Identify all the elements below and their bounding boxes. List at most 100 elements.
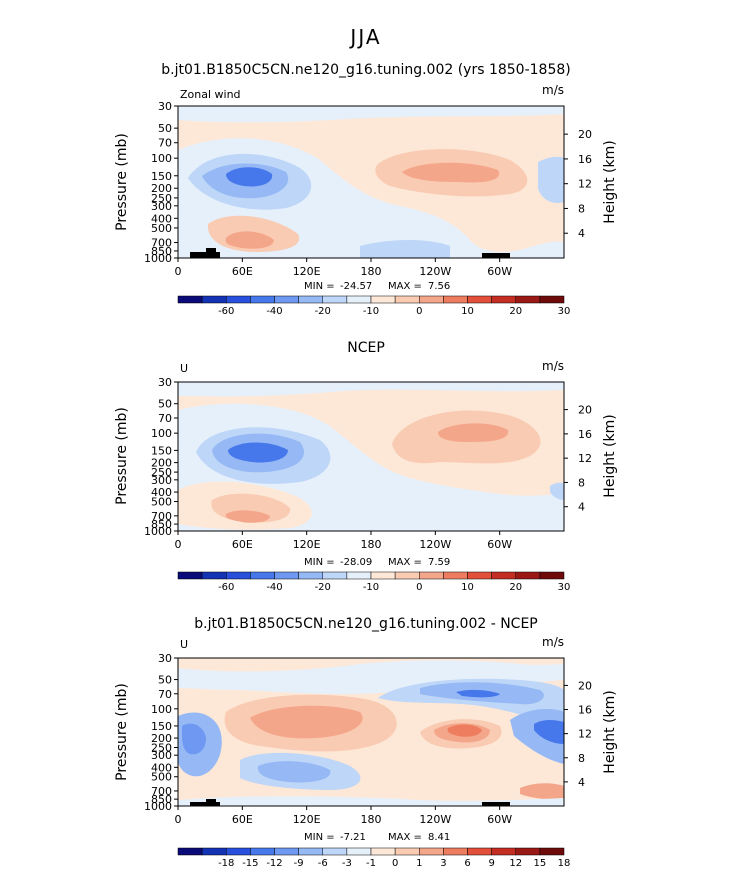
pressure-tick-label: 150 [151,170,172,183]
longitude-tick-label: 180 [361,813,382,826]
colorbar-swatch [491,847,516,856]
colorbar-swatch [201,847,227,856]
topography-asia [190,252,220,258]
height-tick-label: 8 [578,752,585,765]
contour-east-upper-core [456,689,500,698]
colorbar-label: -18 [218,858,234,869]
height-tick-label: 12 [578,178,592,191]
pressure-tick-label: 400 [151,212,172,225]
contour-stratosphere-light-blue [178,106,564,123]
colorbar-swatch [346,295,372,304]
plot-area [177,105,565,259]
contour-stratosphere-light-blue [178,382,564,397]
pressure-tick-label: 30 [158,652,172,665]
pressure-tick-label: 50 [158,122,172,135]
longitude-axis: 0 60E 120E 180 120W 60W [175,531,512,551]
colorbar-label: -40 [266,582,282,593]
colorbar-swatch [443,571,468,580]
contour-jet-core [228,442,288,463]
colorbar-label: 6 [464,858,470,869]
panel-left-label: U [180,638,188,651]
colorbar-label: 15 [534,858,547,869]
longitude-tick-label: 120E [293,538,321,551]
max-label: MAX = [388,281,422,292]
colorbar-swatch [515,847,541,856]
height-tick-label: 16 [578,704,592,717]
colorbar-swatch [226,571,251,580]
pressure-tick-label: 700 [151,785,172,798]
panel-difference: b.jt01.B1850C5CN.ne120_g16.tuning.002 - … [114,616,618,869]
colorbar-swatch [322,571,348,580]
height-tick-label: 4 [578,227,585,240]
colorbar-label: -15 [242,858,258,869]
colorbar-swatch [226,295,251,304]
colorbar-label: -10 [363,306,379,317]
longitude-axis: 0 60E 120E 180 120W 60W [175,258,512,278]
plot-area [177,657,565,807]
longitude-tick-label: 180 [361,538,382,551]
longitude-tick-label: 0 [175,813,182,826]
contour-easterly-orange-core [402,162,500,183]
colorbar-swatch [539,295,565,304]
pressure-tick-label: 300 [151,200,172,213]
colorbar-label: -6 [318,858,328,869]
contour-surface-orange [520,783,564,800]
colorbar-label: 0 [392,858,398,869]
height-axis: 20 16 12 8 4 [564,404,592,514]
longitude-tick-label: 0 [175,265,182,278]
min-max-readout: MIN = -24.57 MAX = 7.56 [304,281,450,292]
longitude-tick-label: 120E [293,813,321,826]
panel-left-label: Zonal wind [180,88,241,101]
colorbar-label: 12 [509,858,522,869]
pressure-tick-label: 850 [151,793,172,806]
colorbar-swatch [467,847,492,856]
colorbar-swatch [250,847,275,856]
colorbar-label: 0 [416,306,422,317]
contour-east-light-blue [550,482,564,500]
panel-title: NCEP [347,340,385,356]
colorbar-swatch [274,295,299,304]
panel-title: b.jt01.B1850C5CN.ne120_g16.tuning.002 (y… [161,62,570,78]
max-label: MAX = [388,557,422,568]
pressure-tick-label: 200 [151,732,172,745]
longitude-tick-label: 120W [419,538,451,551]
colorbar-label: 10 [461,582,474,593]
max-value: 8.41 [428,832,450,843]
pressure-tick-label: 70 [158,137,172,150]
height-tick-label: 12 [578,452,592,465]
panel-units: m/s [542,83,564,97]
colorbar-swatch [250,295,275,304]
pressure-tick-label: 700 [151,510,172,523]
colorbar-swatch [201,571,227,580]
colorbar-swatch [491,571,516,580]
pressure-tick-label: 850 [151,245,172,258]
height-axis-label: Height (km) [602,140,618,223]
max-label: MAX = [388,832,422,843]
colorbar-swatch [370,847,396,856]
pressure-tick-label: 400 [151,761,172,774]
contour-lower-orange-core [225,510,270,523]
min-max-readout: MIN = -7.21 MAX = 8.41 [304,832,450,843]
pressure-tick-label: 400 [151,486,172,499]
contour-surface-light-blue [178,796,564,806]
contour-east-orange-core [447,724,482,737]
longitude-tick-label: 120W [419,265,451,278]
colorbar: -60 -40 -20 -10 0 10 20 30 [177,571,570,593]
contour-mid-lower-mid-blue [257,761,331,783]
colorbar-label: -20 [315,582,331,593]
pressure-tick-label: 100 [151,427,172,440]
colorbar-label: -60 [218,306,234,317]
topography-americas [482,802,510,806]
pressure-tick-label: 500 [151,496,172,509]
height-tick-label: 16 [578,428,592,441]
min-label: MIN = [304,281,335,292]
colorbar-label: 1 [416,858,422,869]
contour-central-orange-core [250,705,363,739]
colorbar-label: -9 [294,858,304,869]
longitude-tick-label: 120W [419,813,451,826]
longitude-tick-label: 120E [293,265,321,278]
min-label: MIN = [304,832,335,843]
pressure-tick-label: 1000 [144,800,172,813]
colorbar-swatch [298,295,323,304]
